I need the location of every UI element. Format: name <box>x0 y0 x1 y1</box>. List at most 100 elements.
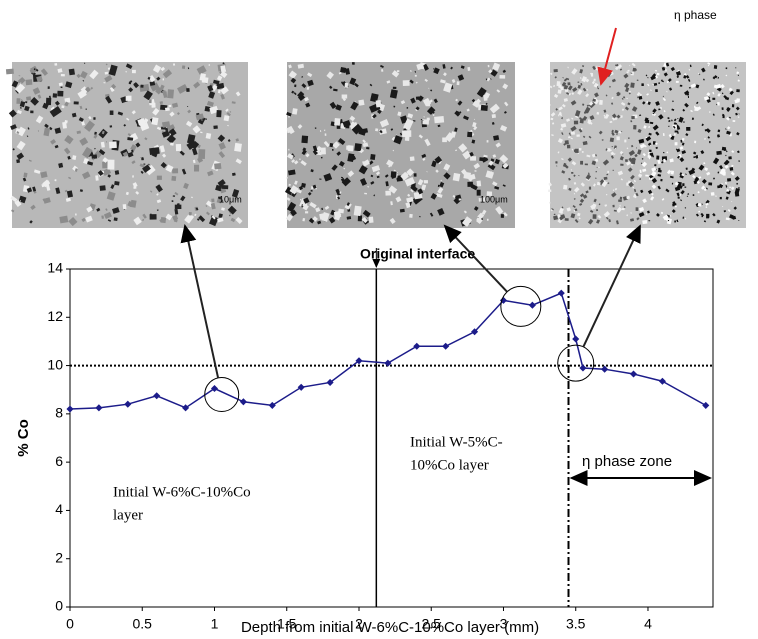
texture <box>588 101 596 109</box>
texture <box>631 62 636 67</box>
texture <box>218 142 226 150</box>
texture <box>620 163 624 166</box>
texture <box>568 177 571 181</box>
texture <box>58 162 64 168</box>
texture <box>636 217 640 221</box>
texture <box>415 106 420 111</box>
texture <box>370 93 379 103</box>
texture <box>563 184 568 190</box>
texture <box>294 180 298 185</box>
texture <box>74 168 78 172</box>
texture <box>476 87 487 98</box>
texture <box>629 64 631 67</box>
texture <box>609 149 612 152</box>
texture <box>725 217 730 221</box>
texture <box>637 96 640 99</box>
texture <box>399 132 403 136</box>
data-point <box>579 364 587 372</box>
texture <box>647 101 651 106</box>
texture <box>624 82 630 89</box>
texture <box>10 124 17 131</box>
texture <box>216 82 225 90</box>
texture <box>572 204 576 209</box>
texture <box>571 117 574 120</box>
texture <box>685 167 688 170</box>
texture <box>332 141 340 149</box>
texture <box>588 186 592 190</box>
texture <box>587 172 590 176</box>
texture <box>319 178 322 180</box>
texture <box>364 192 368 195</box>
texture <box>593 82 599 88</box>
texture <box>220 86 229 95</box>
texture <box>729 116 732 119</box>
y-tick-label: 12 <box>47 308 63 324</box>
texture <box>423 180 428 184</box>
texture <box>604 116 608 119</box>
texture <box>623 73 629 79</box>
texture <box>434 115 445 124</box>
texture <box>470 156 477 161</box>
texture <box>611 117 616 121</box>
texture <box>144 124 147 128</box>
texture <box>648 177 653 180</box>
texture <box>647 189 653 195</box>
texture <box>562 76 564 79</box>
texture <box>29 69 33 73</box>
data-point <box>658 377 666 385</box>
texture <box>586 104 590 107</box>
texture <box>216 75 223 81</box>
texture <box>668 133 673 138</box>
texture <box>578 175 580 177</box>
texture <box>288 148 290 151</box>
data-point <box>95 404 103 412</box>
texture <box>221 207 225 211</box>
texture <box>621 207 625 211</box>
texture <box>647 210 650 214</box>
texture <box>131 110 136 115</box>
texture <box>388 185 398 194</box>
texture <box>109 110 114 115</box>
texture <box>188 212 192 216</box>
texture <box>337 138 346 146</box>
texture <box>736 182 739 185</box>
texture <box>26 187 33 193</box>
texture <box>370 154 376 160</box>
texture <box>596 111 600 115</box>
texture <box>703 96 710 101</box>
texture <box>626 182 629 186</box>
texture <box>667 78 672 82</box>
texture <box>674 220 677 223</box>
texture <box>633 125 637 130</box>
texture <box>130 144 137 152</box>
texture <box>430 193 438 200</box>
texture <box>393 105 396 108</box>
texture <box>687 95 690 98</box>
texture <box>350 101 359 111</box>
texture <box>643 125 647 129</box>
texture <box>712 213 716 217</box>
texture <box>502 162 509 169</box>
texture <box>328 216 336 224</box>
texture <box>333 212 342 221</box>
texture <box>696 180 700 184</box>
texture <box>694 140 697 144</box>
texture <box>55 187 61 195</box>
texture <box>596 219 601 224</box>
texture <box>662 80 664 83</box>
texture <box>190 140 200 150</box>
texture <box>339 191 342 194</box>
texture <box>729 186 732 188</box>
texture <box>588 101 594 106</box>
texture <box>367 186 370 188</box>
texture <box>104 71 109 75</box>
callout-arrow <box>443 224 508 293</box>
texture <box>471 139 476 144</box>
texture <box>15 128 22 135</box>
texture <box>406 168 415 177</box>
texture <box>594 158 599 163</box>
texture <box>89 69 99 80</box>
texture <box>433 98 438 104</box>
texture <box>652 141 656 145</box>
texture <box>731 150 735 154</box>
